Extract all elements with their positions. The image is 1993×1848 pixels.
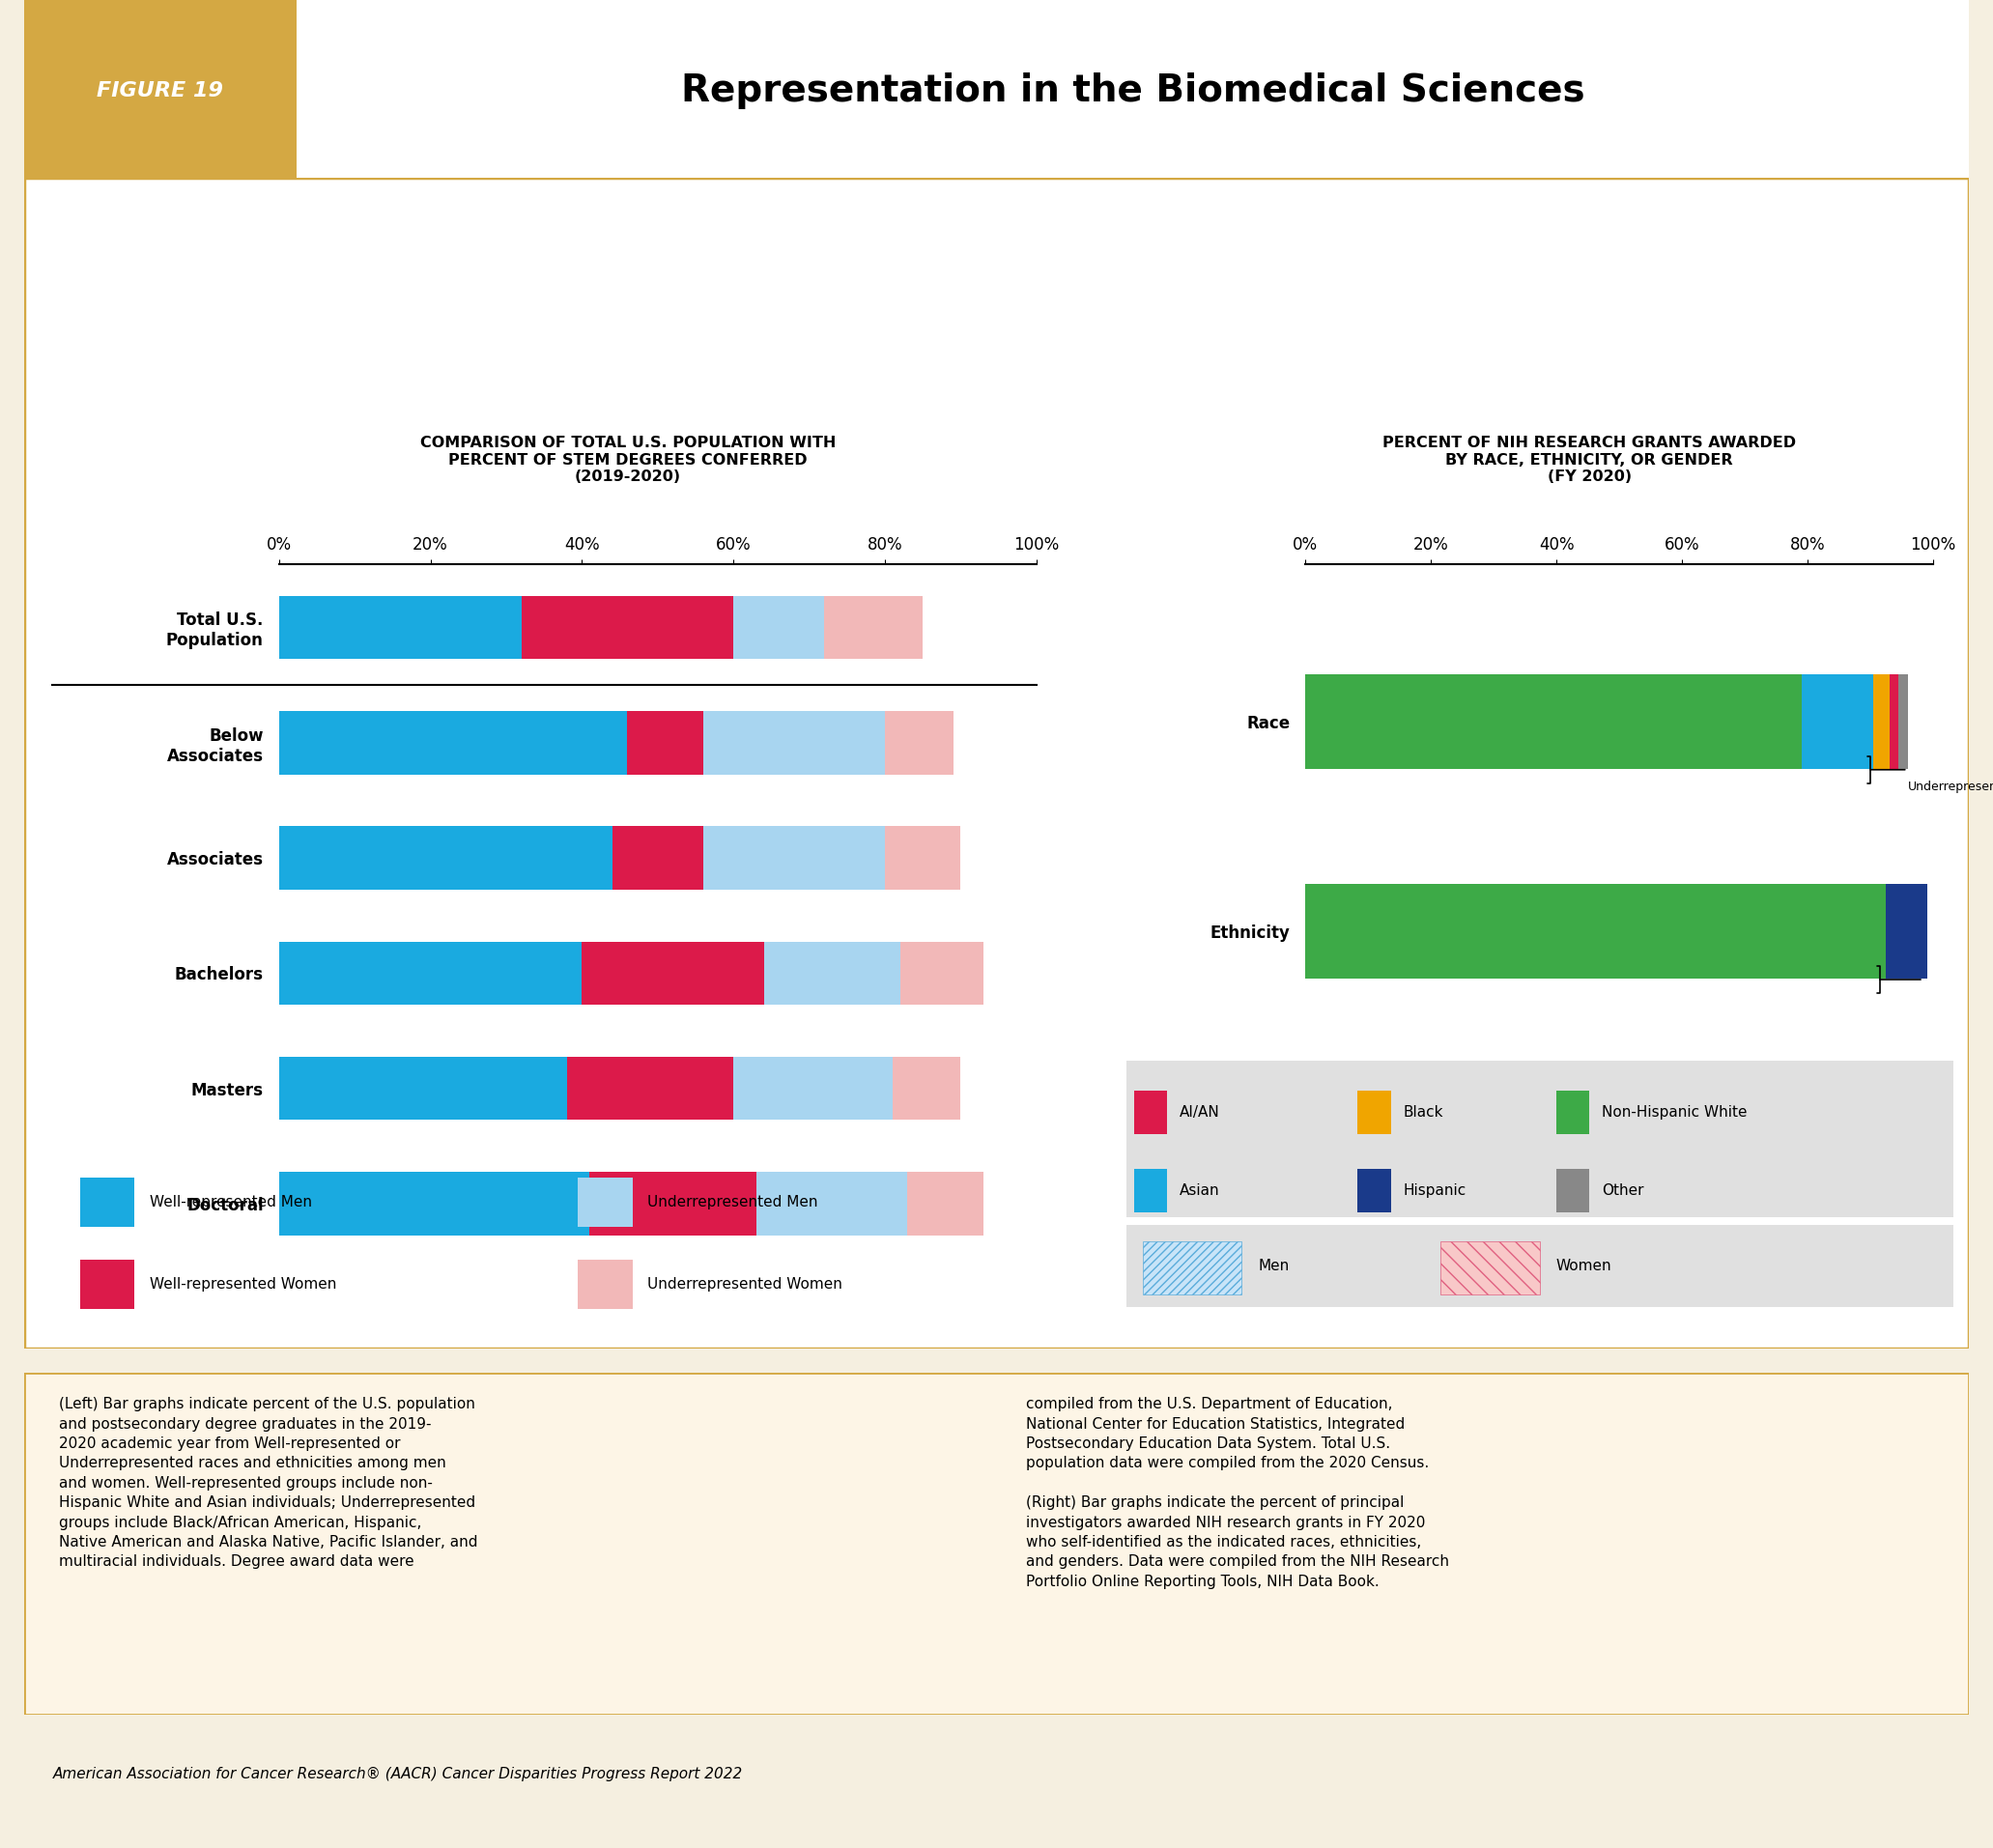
Text: compiled from the U.S. Department of Education,
National Center for Education St: compiled from the U.S. Department of Edu…: [1026, 1397, 1449, 1589]
Bar: [704, 826, 885, 889]
Bar: [628, 711, 704, 774]
Bar: [578, 1177, 634, 1227]
Text: Women: Women: [1557, 1258, 1612, 1273]
Text: COMPARISON OF TOTAL U.S. POPULATION WITH
PERCENT OF STEM DEGREES CONFERRED
(2019: COMPARISON OF TOTAL U.S. POPULATION WITH…: [421, 436, 835, 484]
Bar: [590, 1172, 755, 1234]
Bar: [893, 1057, 961, 1120]
Bar: [1441, 1242, 1539, 1295]
Text: FIGURE 19: FIGURE 19: [98, 81, 223, 100]
Bar: [1305, 1094, 1650, 1188]
Bar: [1899, 675, 1907, 769]
Bar: [297, 0, 1969, 181]
Text: Black: Black: [1403, 1105, 1443, 1120]
Bar: [1134, 1168, 1168, 1212]
Bar: [522, 595, 733, 660]
Bar: [612, 826, 704, 889]
Bar: [578, 1260, 634, 1308]
Text: American Association for Cancer Research® (AACR) Cancer Disparities Progress Rep: American Association for Cancer Research…: [54, 1767, 743, 1781]
Bar: [1885, 883, 1927, 978]
Bar: [1134, 1090, 1168, 1135]
Text: Hispanic: Hispanic: [1403, 1183, 1467, 1198]
Bar: [1873, 675, 1889, 769]
Bar: [1357, 1168, 1391, 1212]
Text: Underrepresented Women: Underrepresented Women: [648, 1277, 843, 1292]
Bar: [582, 941, 763, 1005]
Bar: [755, 1172, 907, 1234]
Bar: [907, 1172, 983, 1234]
Bar: [1357, 1090, 1391, 1135]
Bar: [885, 711, 953, 774]
Bar: [901, 941, 983, 1005]
Text: Representation in the Biomedical Sciences: Representation in the Biomedical Science…: [682, 72, 1584, 109]
Bar: [763, 941, 901, 1005]
Text: Other: Other: [1602, 1183, 1644, 1198]
Bar: [279, 595, 522, 660]
Text: Men: Men: [1258, 1258, 1289, 1273]
Bar: [1142, 1242, 1242, 1295]
Bar: [1557, 1090, 1588, 1135]
Text: Non-Hispanic White: Non-Hispanic White: [1602, 1105, 1748, 1120]
Bar: [885, 826, 961, 889]
Bar: [279, 1172, 590, 1234]
Bar: [704, 711, 885, 774]
Text: Well-represented Men: Well-represented Men: [149, 1196, 311, 1210]
Text: (Left) Bar graphs indicate percent of the U.S. population
and postsecondary degr: (Left) Bar graphs indicate percent of th…: [60, 1397, 478, 1569]
Text: Underrepresented: Underrepresented: [1907, 780, 1993, 793]
Bar: [80, 1260, 136, 1308]
Bar: [279, 941, 582, 1005]
Bar: [1802, 675, 1873, 769]
Bar: [279, 826, 612, 889]
Bar: [1889, 675, 1899, 769]
Text: PERCENT OF NIH RESEARCH GRANTS AWARDED
BY RACE, ETHNICITY, OR GENDER
(FY 2020): PERCENT OF NIH RESEARCH GRANTS AWARDED B…: [1383, 436, 1796, 484]
Bar: [279, 1057, 566, 1120]
Bar: [80, 1177, 136, 1227]
Text: AI/AN: AI/AN: [1180, 1105, 1220, 1120]
Bar: [733, 1057, 893, 1120]
Bar: [1650, 1094, 1933, 1188]
Text: Well-represented Women: Well-represented Women: [149, 1277, 337, 1292]
Bar: [733, 595, 825, 660]
Bar: [1557, 1168, 1588, 1212]
Bar: [279, 711, 628, 774]
Text: Underrepresented Men: Underrepresented Men: [648, 1196, 819, 1210]
Bar: [24, 0, 297, 181]
Bar: [1305, 883, 1885, 978]
Bar: [825, 595, 923, 660]
Bar: [566, 1057, 733, 1120]
Text: Asian: Asian: [1180, 1183, 1220, 1198]
Bar: [1305, 675, 1802, 769]
